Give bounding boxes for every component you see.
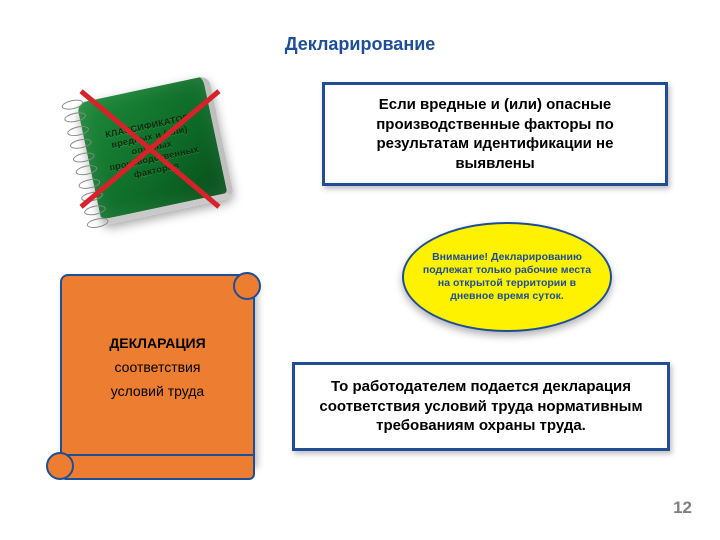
scroll-line2: соответствия — [74, 356, 241, 380]
page-number: 12 — [673, 498, 692, 518]
page-title: Декларирование — [0, 34, 720, 55]
condition-box: Если вредные и (или) опасные производств… — [322, 82, 668, 186]
scroll-text: ДЕКЛАРАЦИЯ соответствия условий труда — [74, 332, 241, 403]
attention-ellipse: Внимание! Декларированию подлежат только… — [402, 222, 612, 332]
scroll-line3: условий труда — [74, 380, 241, 404]
scroll-line1: ДЕКЛАРАЦИЯ — [74, 332, 241, 356]
notebook-graphic: КЛАССИФИКАТОР вредных и (или) опасных пр… — [62, 74, 237, 224]
declaration-scroll: ДЕКЛАРАЦИЯ соответствия условий труда — [50, 274, 255, 494]
scroll-bottom-bar — [60, 454, 255, 480]
scroll-curl-bottom-icon — [46, 452, 74, 480]
cross-out-icon — [62, 74, 237, 224]
result-box: То работодателем подается декларация соо… — [292, 362, 670, 451]
scroll-curl-top-icon — [233, 272, 261, 300]
